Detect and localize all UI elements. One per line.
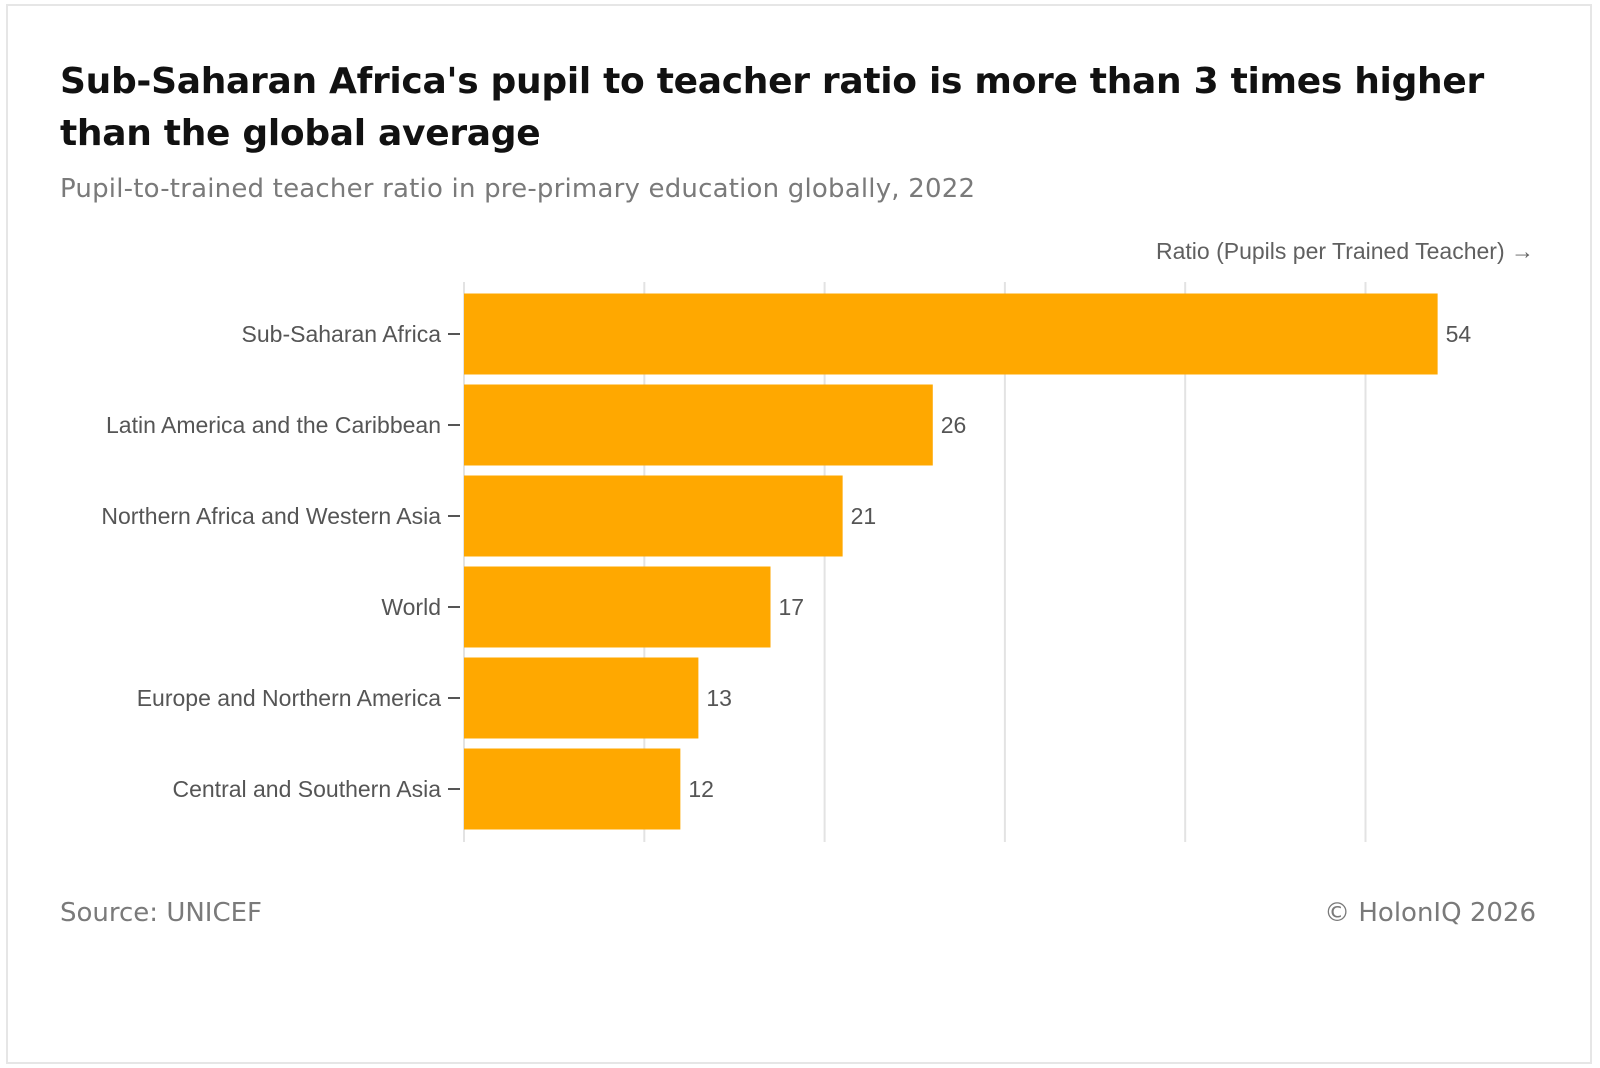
category-label: World (381, 594, 441, 620)
bar (464, 293, 1438, 375)
category-label: Latin America and the Caribbean (106, 412, 441, 438)
chart-title: Sub-Saharan Africa's pupil to teacher ra… (60, 61, 1484, 154)
bar (464, 384, 933, 466)
chart-subtitle: Pupil-to-trained teacher ratio in pre-pr… (60, 174, 976, 204)
bar (464, 657, 699, 739)
bar (464, 566, 771, 648)
data-label: 21 (851, 503, 877, 529)
category-label: Europe and Northern America (137, 685, 441, 711)
category-label: Central and Southern Asia (172, 776, 441, 802)
copyright-note: © HolonIQ 2026 (1324, 898, 1536, 928)
bar (464, 475, 843, 557)
data-label: 54 (1446, 321, 1472, 347)
data-label: 26 (941, 412, 967, 438)
source-note: Source: UNICEF (60, 898, 263, 928)
bar (464, 748, 681, 830)
data-label: 17 (779, 594, 805, 620)
category-label: Northern Africa and Western Asia (101, 503, 441, 529)
x-axis-label: Ratio (Pupils per Trained Teacher) → (1156, 238, 1534, 264)
data-label: 13 (706, 685, 732, 711)
data-label: 12 (688, 776, 714, 802)
chart-card: Sub-Saharan Africa's pupil to teacher ra… (6, 4, 1592, 1064)
category-label: Sub-Saharan Africa (242, 321, 442, 347)
